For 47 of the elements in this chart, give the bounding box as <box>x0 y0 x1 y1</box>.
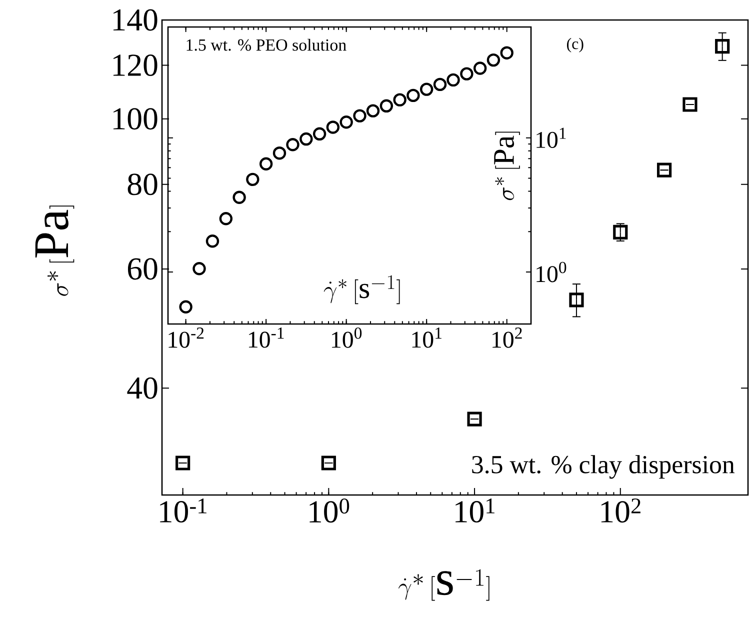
point <box>192 262 206 276</box>
point <box>232 190 246 204</box>
point <box>272 146 286 160</box>
point <box>326 120 340 134</box>
point <box>433 78 447 92</box>
point <box>460 67 474 80</box>
x-tick-label: 10$^{0}$ <box>310 498 350 523</box>
x-tick-label: 10$^{-1}$ <box>248 328 284 348</box>
point <box>219 212 233 226</box>
point <box>259 157 273 170</box>
x-tick-label: 10$^{0}$ <box>332 328 362 348</box>
point <box>353 109 366 122</box>
y-tick-label: 100 <box>113 108 158 130</box>
y-tick-label: 80 <box>128 174 158 196</box>
point <box>380 99 394 112</box>
point <box>486 53 500 67</box>
x-tick-label: 10$^{-1}$ <box>160 498 206 523</box>
point <box>179 300 192 314</box>
y-tick-label: 60 <box>128 258 158 280</box>
y-tick-label: 40 <box>127 377 158 399</box>
y-axis-title: $\sigma^{*}\,[\mathrm{Pa}]$ <box>35 206 74 296</box>
x-tick-label: 10$^{-2}$ <box>168 328 204 348</box>
point <box>406 88 420 102</box>
point <box>473 62 487 75</box>
point <box>500 46 514 60</box>
annotation: 1.5 wt. % PEO solution <box>186 38 346 51</box>
annotation: (c) <box>566 38 584 52</box>
x-axis-title: $\dot{\gamma}^{*}\,[\mathrm{s}^{-1}]$ <box>398 569 490 601</box>
y-tick-label: 140 <box>113 9 158 31</box>
annotation: 3.5 wt. % clay dispersion <box>472 455 735 479</box>
point <box>446 73 460 87</box>
x-tick-label: 10$^{1}$ <box>456 498 494 523</box>
y-tick-label: 120 <box>113 54 158 76</box>
point <box>300 132 313 146</box>
point <box>393 93 406 106</box>
point <box>366 104 380 118</box>
point <box>246 172 260 186</box>
y-axis-title: $\sigma^{*}\,[\mathrm{Pa}]$ <box>494 132 520 200</box>
x-tick-label: 10$^{1}$ <box>412 328 442 348</box>
point <box>286 138 300 152</box>
x-axis-title: $\dot{\gamma}^{*}\,[\mathrm{s}^{-1}]$ <box>324 275 400 304</box>
x-tick-label: 10$^{2}$ <box>601 498 640 523</box>
point <box>312 127 326 140</box>
point <box>420 82 434 96</box>
point <box>206 234 220 248</box>
point <box>340 116 353 129</box>
x-tick-label: 10$^{2}$ <box>492 328 522 348</box>
